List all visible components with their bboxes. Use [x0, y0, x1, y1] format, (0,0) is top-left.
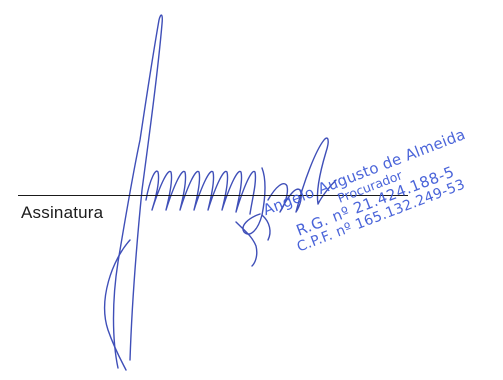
signature-label: Assinatura: [21, 203, 103, 223]
